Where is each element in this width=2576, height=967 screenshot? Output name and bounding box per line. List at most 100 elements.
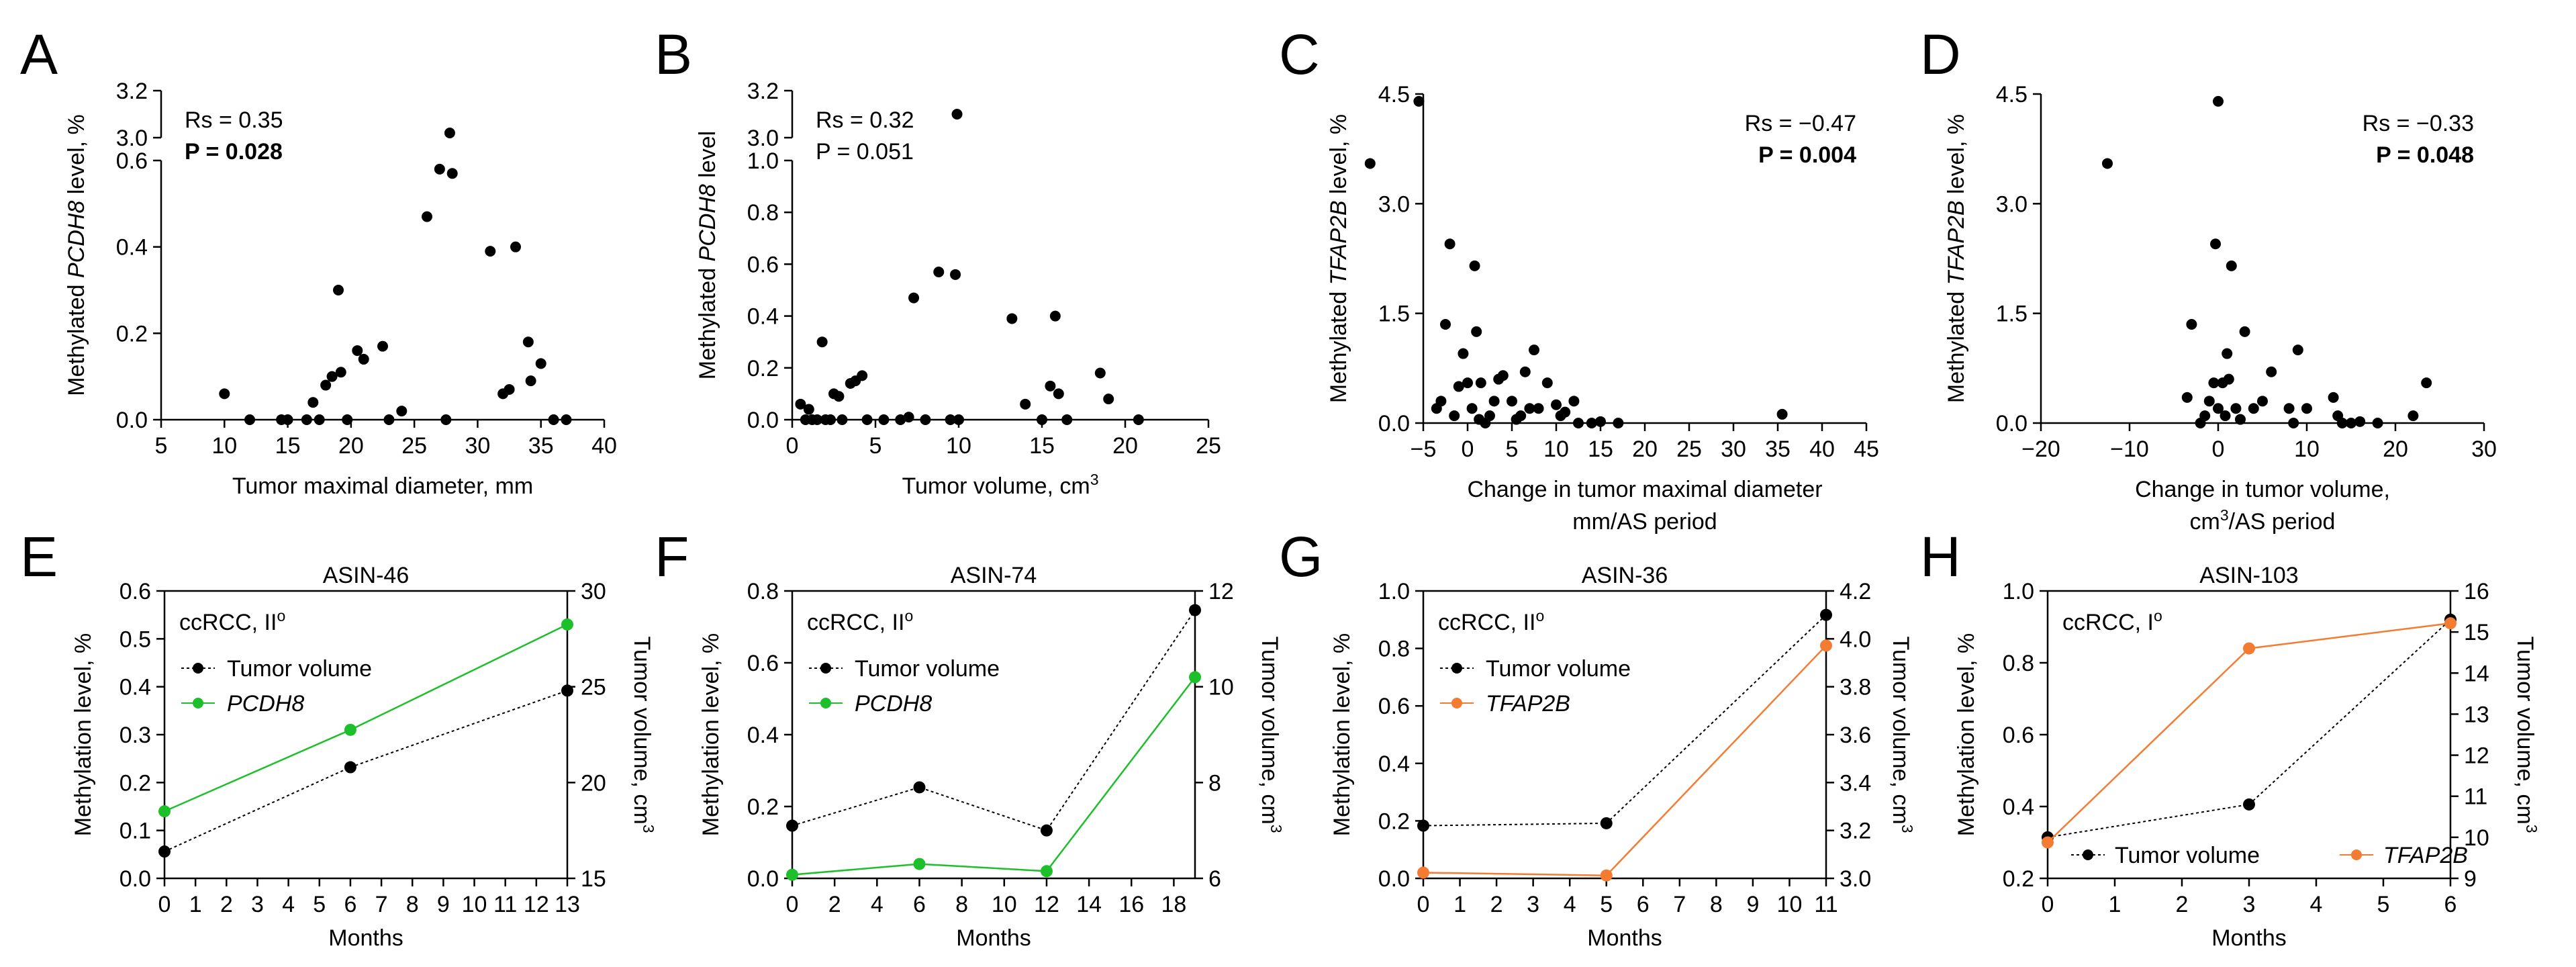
data-point (1515, 410, 1527, 422)
data-point (2354, 416, 2366, 427)
data-point (1440, 319, 1451, 330)
x-tick-label: 40 (591, 433, 617, 459)
data-point (795, 398, 806, 410)
data-point (812, 414, 823, 425)
legend-label: TFAP2B (2383, 843, 2468, 868)
series-point (786, 868, 798, 881)
y-tick-label: 3.0 (1996, 191, 2028, 217)
series-point (158, 845, 171, 858)
y-tick-label: 0.8 (2003, 651, 2034, 676)
legend-label: TFAP2B (1486, 691, 1570, 717)
legend-marker (193, 698, 203, 708)
data-point (2257, 396, 2268, 407)
x-axis-label: Months (1587, 925, 1662, 951)
y2-axis-label: Tumor volume, cm3 (629, 636, 657, 833)
x-tick-label: 13 (555, 892, 580, 917)
y-tick-label: 0.2 (747, 794, 779, 820)
y2-tick-label: 12 (2464, 743, 2489, 769)
series-point (1040, 865, 1053, 878)
x-tick-label: 16 (1118, 892, 1144, 917)
chart-title: ASIN-103 (2199, 563, 2298, 588)
data-point (2372, 418, 2383, 428)
x-tick-label: 3 (2243, 892, 2256, 917)
data-point (333, 285, 344, 295)
data-point (314, 414, 325, 425)
x-tick-label: 5 (313, 892, 326, 917)
legend-label: PCDH8 (855, 691, 932, 717)
y-axis-label: Methylation level, % (698, 633, 724, 836)
data-point (2203, 396, 2215, 407)
y-tick-label: 0.0 (747, 866, 779, 892)
data-point (2407, 410, 2419, 422)
y-axis-label: Methylation level, % (1329, 633, 1355, 836)
x-tick-label: 0 (786, 892, 799, 917)
x-tick-label: 10 (1777, 892, 1803, 917)
x-tick-label: 0 (786, 433, 799, 459)
x-tick-label: −10 (2110, 436, 2149, 462)
data-point (422, 211, 432, 222)
data-point (219, 388, 230, 400)
data-point (440, 414, 452, 425)
stat-rs: Rs = −0.47 (1745, 111, 1856, 136)
y-tick-label: 0.4 (120, 675, 151, 700)
y-tick-label: 0.4 (2003, 794, 2034, 820)
y-tick-label: 3.2 (116, 79, 148, 104)
data-point (1045, 380, 1056, 392)
data-point (377, 340, 388, 352)
legend-label: Tumor volume (855, 656, 1000, 682)
y-tick-label: 0.6 (120, 579, 151, 604)
x-tick-label: 30 (2471, 436, 2497, 462)
y-tick-label: 0.0 (120, 866, 151, 892)
data-point (1529, 344, 1539, 356)
data-point (1103, 394, 1114, 405)
stat-rs: Rs = −0.33 (2363, 111, 2474, 136)
x-tick-label: 4 (282, 892, 295, 917)
panel-letter: A (20, 23, 58, 86)
panel-letter: E (20, 525, 58, 588)
data-point (878, 414, 890, 425)
data-point (358, 353, 369, 365)
y-axis-label: Methylated TFAP2B level, % (1326, 114, 1351, 403)
x-tick-label: 8 (1710, 892, 1723, 917)
y-axis-label: Methylation level, % (1954, 633, 1979, 836)
panel-G: G 0 1 2 3 4 5 6 7 8 9 10 11 0.0 0.2 0.4 0.6 0.8 1.0 3.0 3.2 3… (1279, 525, 1916, 951)
series-point (344, 761, 356, 774)
data-point (2248, 403, 2259, 414)
y2-tick-label: 25 (581, 675, 606, 700)
x-tick-label: 2 (828, 892, 841, 917)
y-tick-label: 0.3 (120, 723, 151, 748)
series-point (1820, 639, 1832, 652)
data-point (1551, 399, 1562, 410)
data-point (1475, 377, 1486, 389)
y2-tick-label: 13 (2464, 702, 2489, 727)
data-point (2226, 260, 2237, 271)
series-point (1040, 824, 1053, 837)
data-point (1453, 381, 1464, 392)
data-point (908, 292, 920, 304)
x-tick-label: 6 (1637, 892, 1650, 917)
legend-marker (1451, 698, 1462, 708)
y-tick-label: 0.0 (1378, 411, 1410, 436)
y2-tick-label: 11 (2464, 784, 2487, 810)
y-axis-label: Methylated PCDH8 level, % (64, 114, 89, 396)
x-tick-label: 30 (465, 433, 491, 459)
data-point (307, 397, 319, 408)
legend-marker (820, 698, 831, 708)
data-point (446, 168, 458, 179)
y-tick-label: 0.1 (120, 819, 151, 844)
x-tick-label: 8 (406, 892, 419, 917)
data-point (833, 391, 845, 402)
y2-tick-label: 9 (2464, 866, 2477, 892)
series-point (1820, 608, 1832, 621)
y-tick-label: 0.6 (116, 148, 148, 174)
data-point (945, 414, 956, 425)
y-tick-label: 3.0 (747, 126, 779, 151)
y2-axis-label: Tumor volume, cm3 (1888, 636, 1916, 833)
x-tick-label: 1 (189, 892, 202, 917)
y2-tick-label: 3.8 (1840, 675, 1871, 700)
data-point (2421, 377, 2432, 389)
x-tick-label: 7 (375, 892, 388, 917)
data-point (837, 414, 848, 425)
x-tick-label: 20 (338, 433, 364, 459)
panel-letter: B (655, 23, 692, 86)
